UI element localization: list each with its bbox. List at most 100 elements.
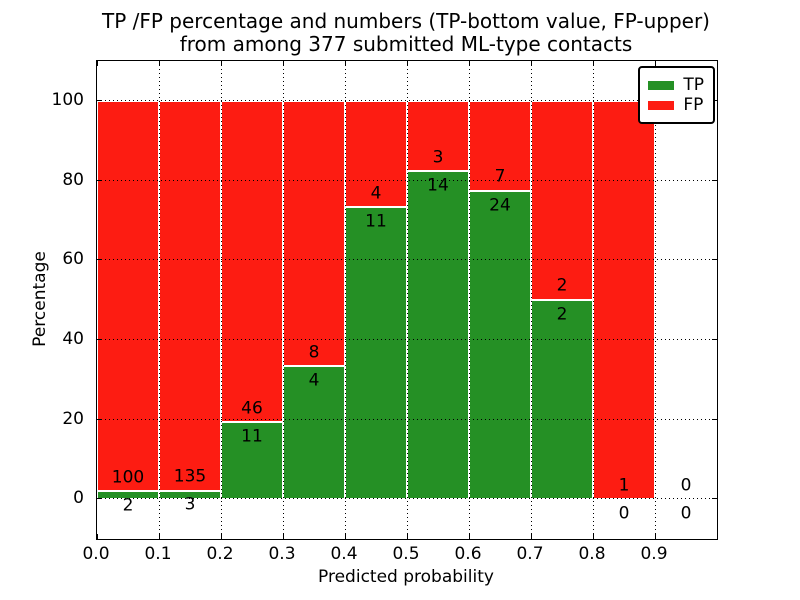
y-tick-mark-right: [712, 179, 717, 181]
fp-bar-segment: [283, 100, 345, 367]
y-tick-mark-right: [712, 259, 717, 261]
chart-title-line2: from among 377 submitted ML-type contact…: [179, 32, 633, 56]
fp-bar-segment: [159, 100, 221, 491]
fp-bar-segment: [97, 100, 159, 492]
y-tick-mark: [97, 338, 102, 340]
y-tick-mark: [97, 498, 102, 500]
tp-bar-segment: [283, 366, 345, 500]
y-tick-mark: [97, 179, 102, 181]
vertical-gridline: [655, 61, 656, 539]
fp-bar-segment: [221, 100, 283, 423]
x-tick-mark: [221, 534, 222, 539]
legend-row: FP: [648, 96, 704, 114]
fp-count-label: 135: [173, 466, 207, 487]
x-tick-mark-top: [655, 61, 656, 66]
x-tick-label: 0.9: [640, 544, 668, 564]
y-tick-mark: [97, 99, 102, 101]
x-tick-label: 0.1: [144, 544, 172, 564]
legend-row: TP: [648, 76, 704, 94]
x-tick-mark: [407, 534, 408, 539]
x-axis-label: Predicted probability: [318, 567, 494, 587]
y-tick-mark: [97, 418, 102, 420]
fp-bar-segment: [593, 100, 655, 500]
x-tick-mark-top: [593, 61, 594, 66]
fp-count-label: 100: [111, 467, 145, 488]
vertical-gridline: [531, 61, 532, 539]
x-tick-mark-top: [283, 61, 284, 66]
x-tick-label: 0.2: [206, 544, 234, 564]
x-tick-mark: [469, 534, 470, 539]
legend-label: TP: [683, 75, 704, 95]
tp-count-label: 14: [427, 175, 449, 196]
vertical-gridline: [345, 61, 346, 539]
x-tick-mark-top: [159, 61, 160, 66]
x-tick-mark: [531, 534, 532, 539]
fp-count-label: 7: [494, 166, 506, 187]
plot-area: TP FP 100 2 135 3 46 11 8 4 4 11 3 14 7 24 2 2 1 0 0 0: [96, 60, 718, 540]
vertical-gridline: [159, 61, 160, 539]
fp-count-label: 2: [556, 275, 568, 296]
tp-count-label: 3: [184, 494, 196, 515]
x-tick-label: 0.5: [392, 544, 420, 564]
x-tick-mark-top: [469, 61, 470, 66]
tp-count-label: 0: [618, 503, 630, 524]
legend-label: FP: [683, 95, 704, 115]
chart-title: TP /FP percentage and numbers (TP-bottom…: [96, 10, 716, 56]
x-tick-label: 0.3: [268, 544, 296, 564]
fp-count-label: 8: [308, 342, 320, 363]
tp-count-label: 11: [365, 211, 387, 232]
fp-bar-segment: [531, 100, 593, 300]
tp-count-label: 4: [308, 370, 320, 391]
legend: TP FP: [638, 66, 715, 124]
x-tick-mark: [283, 534, 284, 539]
tp-bar-segment: [345, 207, 407, 500]
tp-count-label: 11: [241, 426, 263, 447]
tp-bar-segment: [531, 300, 593, 500]
x-tick-mark: [97, 534, 98, 539]
y-tick-label: 60: [62, 249, 84, 270]
x-tick-label: 0.8: [578, 544, 606, 564]
tp-count-label: 2: [122, 495, 134, 516]
x-tick-mark: [655, 534, 656, 539]
x-tick-mark-top: [531, 61, 532, 66]
fp-bar-segment: [407, 100, 469, 172]
y-tick-mark-right: [712, 418, 717, 420]
fp-count-label: 46: [241, 398, 263, 419]
x-tick-mark: [159, 534, 160, 539]
x-tick-mark-top: [345, 61, 346, 66]
tp-bar-segment: [221, 422, 283, 500]
vertical-gridline: [283, 61, 284, 539]
x-tick-mark: [593, 534, 594, 539]
x-tick-label: 0.4: [330, 544, 358, 564]
fp-count-label: 0: [680, 475, 692, 496]
tp-count-label: 2: [556, 304, 568, 325]
y-tick-mark-right: [712, 498, 717, 500]
x-tick-mark-top: [97, 61, 98, 66]
fp-count-label: 3: [432, 147, 444, 168]
y-tick-mark: [97, 259, 102, 261]
tp-bar-segment: [469, 190, 531, 500]
y-tick-label: 0: [73, 488, 84, 509]
tp-bar-segment: [407, 171, 469, 500]
vertical-gridline: [469, 61, 470, 539]
x-tick-mark-top: [221, 61, 222, 66]
y-tick-label: 40: [62, 328, 84, 349]
x-tick-mark-top: [407, 61, 408, 66]
tp-legend-swatch: [648, 80, 675, 90]
tp-count-label: 24: [489, 195, 511, 216]
x-tick-label: 0.7: [516, 544, 544, 564]
vertical-gridline: [407, 61, 408, 539]
vertical-gridline: [221, 61, 222, 539]
x-tick-mark: [345, 534, 346, 539]
x-tick-label: 0.0: [82, 544, 110, 564]
y-tick-label: 20: [62, 408, 84, 429]
fp-count-label: 4: [370, 183, 382, 204]
chart-title-line1: TP /FP percentage and numbers (TP-bottom…: [102, 9, 710, 33]
x-tick-label: 0.6: [454, 544, 482, 564]
y-tick-mark-right: [712, 338, 717, 340]
y-tick-label: 80: [62, 169, 84, 190]
fp-count-label: 1: [618, 475, 630, 496]
tp-count-label: 0: [680, 503, 692, 524]
vertical-gridline: [593, 61, 594, 539]
